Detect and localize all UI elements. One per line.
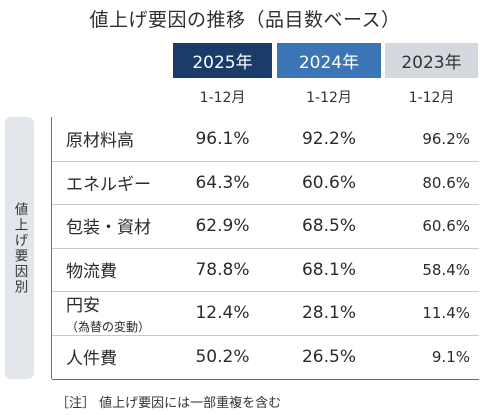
row-label-text: 包装・資材 (66, 218, 151, 238)
row-divider (52, 335, 479, 336)
category-sidebar: 値上げ要因別 (5, 117, 34, 379)
table-row: 物流費 78.8% 68.1% 58.4% (52, 248, 479, 291)
table-row: 円安 （為替の変動） 12.4% 28.1% 11.4% (52, 291, 479, 334)
row-label: エネルギー (66, 161, 151, 204)
value-cell: 11.4% (422, 303, 470, 322)
row-sublabel-text: （為替の変動） (66, 319, 151, 334)
table-bottom-rule (52, 379, 479, 380)
value-cell: 92.2% (301, 128, 356, 149)
year-header-2023: 2023年 (385, 43, 478, 78)
value-cell: 28.1% (301, 302, 356, 323)
value-cell: 60.6% (301, 172, 356, 193)
value-cell: 68.1% (301, 259, 356, 280)
period-label-2024: 1-12月 (306, 90, 352, 106)
row-label: 包装・資材 (66, 204, 151, 247)
chart-title: 値上げ要因の推移（品目数ベース） (89, 9, 401, 31)
table-row: 原材料高 96.1% 92.2% 96.2% (52, 117, 479, 160)
row-label-text: 円安 (66, 295, 100, 316)
period-label-2025: 1-12月 (199, 90, 246, 106)
category-sidebar-label: 値上げ要因別 (11, 201, 28, 295)
value-cell: 26.5% (301, 346, 356, 367)
value-cell: 96.2% (422, 129, 470, 148)
table-row: 包装・資材 62.9% 68.5% 60.6% (52, 204, 479, 247)
value-cell: 96.1% (195, 128, 250, 149)
row-label-text: エネルギー (66, 175, 151, 195)
row-divider (52, 204, 479, 205)
row-divider (52, 161, 479, 162)
row-divider (52, 291, 479, 292)
footnote: ［注］ 値上げ要因には一部重複を含む (56, 396, 282, 411)
table-row: 人件費 50.2% 26.5% 9.1% (52, 335, 479, 378)
value-cell: 12.4% (195, 302, 250, 323)
year-header-2024: 2024年 (277, 43, 381, 78)
row-label: 円安 （為替の変動） (66, 291, 150, 334)
value-cell: 80.6% (422, 173, 470, 192)
row-label: 物流費 (66, 248, 117, 291)
row-label-text: 原材料高 (66, 131, 134, 151)
row-label-text: 物流費 (66, 262, 117, 282)
year-header-2025: 2025年 (173, 43, 272, 78)
row-label: 原材料高 (66, 117, 134, 160)
period-label-2023: 1-12月 (408, 90, 455, 106)
row-label-text: 人件費 (66, 349, 117, 369)
value-cell: 68.5% (301, 215, 356, 236)
value-cell: 62.9% (195, 215, 250, 236)
table-row: エネルギー 64.3% 60.6% 80.6% (52, 161, 479, 204)
value-cell: 64.3% (195, 172, 250, 193)
row-label: 人件費 (66, 335, 117, 378)
value-cell: 9.1% (431, 347, 470, 366)
value-cell: 50.2% (195, 346, 250, 367)
value-cell: 58.4% (422, 260, 470, 279)
table-left-rule (51, 117, 52, 379)
value-cell: 78.8% (195, 259, 250, 280)
value-cell: 60.6% (422, 216, 470, 235)
row-divider (52, 248, 479, 249)
